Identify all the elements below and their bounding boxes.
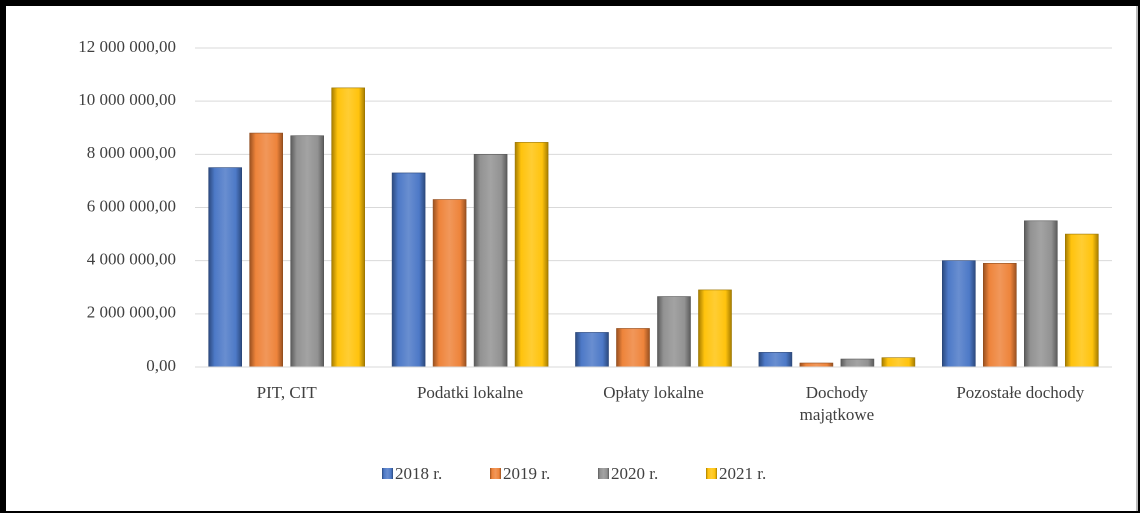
bar	[799, 362, 834, 368]
legend-swatch	[490, 468, 501, 479]
y-tick-label: 4 000 000,00	[87, 250, 176, 269]
bar	[1024, 220, 1058, 368]
bar	[208, 167, 242, 368]
x-tick-label: Podatki lokalne	[416, 383, 524, 402]
legend-swatch	[706, 468, 717, 479]
y-tick-label: 0,00	[146, 356, 176, 375]
legend-label: 2019 r.	[503, 464, 550, 483]
x-tick-label: Pozostałe dochody	[956, 383, 1085, 402]
bar	[249, 132, 283, 368]
bar	[331, 87, 366, 368]
legend-swatch	[598, 468, 609, 479]
bar	[698, 289, 732, 368]
y-tick-label: 8 000 000,00	[87, 143, 176, 162]
x-tick-label: PIT, CIT	[256, 383, 317, 402]
x-tick-label: Opłaty lokalne	[603, 383, 704, 402]
legend-swatch	[382, 468, 393, 479]
bar	[473, 154, 508, 368]
bar	[840, 358, 875, 368]
x-tick-label: Dochody majątkowe	[799, 383, 875, 424]
bar	[575, 332, 609, 368]
y-tick-label: 10 000 000,00	[78, 90, 176, 109]
legend-label: 2020 r.	[611, 464, 658, 483]
bar	[391, 172, 426, 368]
bar	[881, 357, 916, 368]
bar	[758, 352, 793, 368]
bar	[616, 328, 650, 368]
bar	[941, 260, 976, 368]
bar	[982, 263, 1017, 368]
y-tick-label: 2 000 000,00	[87, 303, 176, 322]
bar	[514, 142, 549, 368]
y-tick-label: 6 000 000,00	[87, 196, 176, 215]
chart-frame	[6, 6, 1138, 511]
legend-label: 2018 r.	[395, 464, 442, 483]
y-tick-label: 12 000 000,00	[78, 37, 176, 56]
bar	[290, 135, 325, 368]
bar	[432, 199, 467, 368]
bar	[657, 296, 691, 368]
bar	[1065, 233, 1099, 368]
legend-label: 2021 r.	[719, 464, 766, 483]
